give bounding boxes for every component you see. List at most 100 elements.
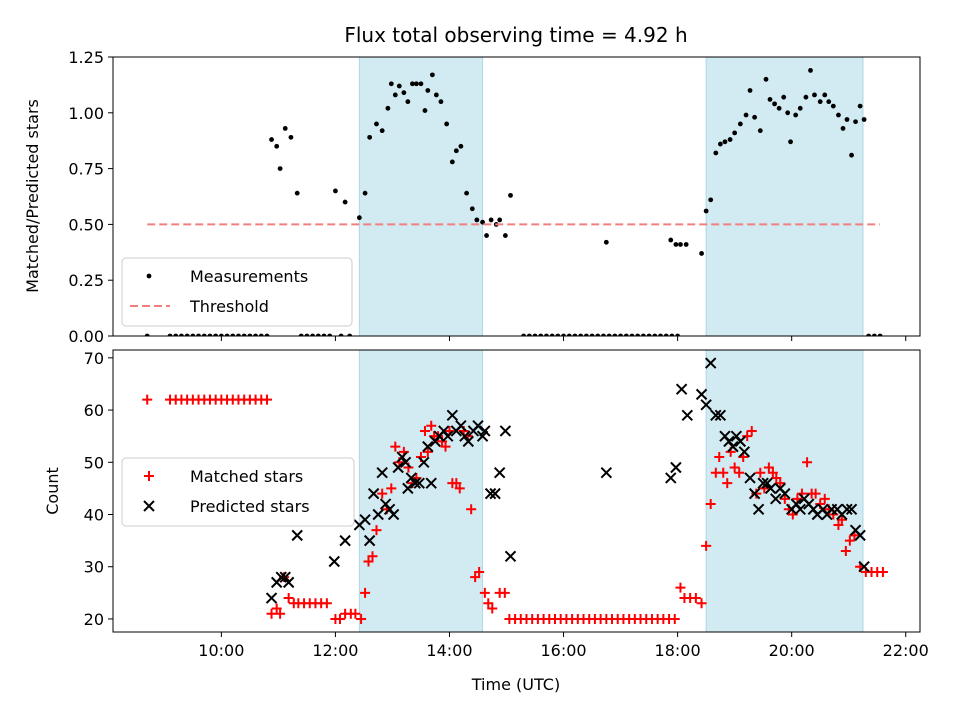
matched-star-point	[802, 457, 813, 468]
axes-frame	[112, 349, 921, 633]
measurement-point	[396, 83, 402, 89]
measurement-point	[603, 239, 609, 245]
predicted-star-point	[675, 383, 688, 395]
measurement-point	[184, 333, 190, 336]
predicted-star-point	[700, 399, 712, 411]
measurement-point	[703, 208, 709, 214]
measurement-point	[817, 99, 823, 105]
measurement-point	[727, 137, 733, 142]
measurement-point	[508, 192, 513, 198]
measurement-point	[618, 333, 623, 336]
measurement-point	[321, 333, 327, 336]
matched-star-point	[275, 608, 286, 619]
predicted-star-point	[779, 487, 791, 500]
measurement-point	[857, 103, 863, 109]
measurement-point	[683, 242, 689, 247]
measurement-point	[549, 333, 555, 336]
matched-star-point	[454, 483, 465, 494]
measurement-point	[258, 333, 264, 336]
measurement-point	[629, 333, 635, 336]
measurement-point	[469, 206, 475, 212]
matched-star-point	[419, 425, 430, 436]
measurement-point	[757, 128, 763, 134]
matched-star-point	[499, 587, 510, 598]
measurement-point	[327, 333, 333, 336]
matched-star-point	[833, 519, 844, 530]
predicted-star-point	[841, 503, 853, 515]
measurement-point	[253, 333, 258, 336]
matched-star-point	[705, 499, 716, 510]
predicted-star-point	[761, 477, 773, 489]
predicted-star-point	[714, 409, 727, 421]
measurement-point	[480, 219, 485, 225]
matched-star-point	[142, 394, 153, 405]
predicted-star-point	[764, 482, 777, 495]
measurement-point	[356, 215, 362, 221]
measurement-point	[458, 143, 464, 149]
matched-star-point	[334, 613, 345, 624]
measurement-point	[298, 333, 304, 336]
matched-star-point	[734, 467, 745, 478]
measurement-point	[595, 333, 601, 336]
predicted-star-point	[425, 477, 437, 489]
legend-label: Matched stars	[190, 467, 303, 486]
y-tick-label: 40	[84, 506, 104, 525]
measurement-point	[822, 92, 828, 98]
measurement-point	[453, 148, 459, 154]
matched-star-point	[742, 431, 753, 442]
matched-star-point	[360, 587, 371, 598]
measurement-point	[713, 150, 719, 156]
measurement-point	[708, 197, 714, 203]
predicted-star-point	[422, 440, 434, 453]
measurement-point	[699, 251, 704, 256]
matched-star-point	[470, 572, 481, 583]
bottom-ylabel: Count	[43, 467, 62, 515]
measurement-point	[826, 99, 832, 105]
measurement-point	[213, 333, 219, 336]
series-matched-stars	[142, 394, 888, 624]
measurement-point	[743, 112, 749, 118]
matched-star-point	[426, 420, 437, 431]
matched-star-point	[451, 478, 462, 489]
predicted-star-point	[744, 472, 756, 484]
measurement-point	[830, 103, 836, 109]
legend-label: Predicted stars	[190, 497, 310, 516]
matched-star-point	[377, 488, 388, 499]
legend-box	[121, 257, 353, 327]
y-tick-label: 30	[84, 558, 104, 577]
matched-star-point	[350, 608, 361, 619]
measurement-point	[497, 217, 503, 223]
legend-label: Threshold	[189, 297, 269, 316]
measurement-point	[347, 333, 353, 336]
measurement-point	[196, 333, 201, 336]
legend-marker-predicted	[143, 500, 155, 512]
predicted-star-point	[489, 487, 501, 500]
measurement-point	[808, 67, 813, 73]
measurement-point	[803, 94, 809, 100]
measurement-point	[488, 217, 494, 223]
predicted-star-point	[442, 430, 454, 442]
x-tick-label: 16:00	[540, 641, 586, 660]
predicted-star-point	[845, 503, 858, 515]
measurement-point	[374, 121, 379, 127]
predicted-star-point	[858, 561, 870, 573]
measurement-point	[747, 88, 753, 93]
matched-star-point	[390, 441, 401, 452]
matched-star-point	[819, 493, 830, 504]
matched-star-point	[729, 462, 740, 473]
measurement-point	[207, 333, 213, 336]
measurement-point	[247, 333, 253, 336]
measurement-point	[367, 134, 373, 140]
ratio-panel: 0.00 0.25 0.50 0.75 1.00 1.25 Measurements Thre…	[68, 48, 921, 346]
measurement-point	[612, 333, 618, 336]
matched-star-point	[367, 551, 378, 562]
measurement-point	[304, 333, 310, 336]
measurement-point	[717, 141, 723, 147]
series-predicted-stars	[265, 357, 870, 604]
measurement-point	[849, 152, 854, 158]
measurement-point	[333, 188, 338, 194]
predicted-star-point	[387, 508, 400, 521]
measurement-point	[241, 333, 247, 336]
measurement-point	[401, 90, 407, 96]
shaded-span-2	[705, 349, 864, 633]
